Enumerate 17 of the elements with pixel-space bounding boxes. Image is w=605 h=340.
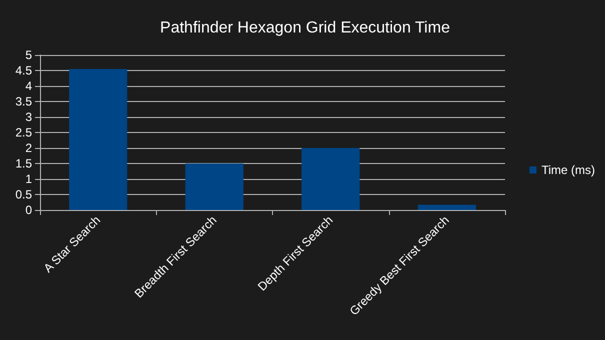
bar: [302, 148, 360, 210]
y-tick-label: 1.5: [15, 156, 32, 170]
y-tick-label: 1: [25, 172, 32, 186]
y-tick-label: 2: [25, 141, 32, 155]
chart-title: Pathfinder Hexagon Grid Execution Time: [160, 20, 450, 36]
bar: [185, 164, 244, 210]
y-tick-label: 3: [25, 110, 32, 124]
y-tick-label: 3.5: [15, 94, 32, 108]
y-tick-label: 0: [25, 203, 32, 217]
y-tick-label: 4: [25, 79, 32, 93]
y-tick-label: 2.5: [15, 126, 32, 140]
bar: [69, 68, 128, 210]
y-tick-label: 4.5: [15, 64, 32, 78]
y-tick-label: 5: [25, 48, 32, 62]
y-tick-label: 0.5: [15, 188, 32, 202]
bar: [418, 204, 476, 210]
legend-label: Time (ms): [541, 163, 596, 177]
